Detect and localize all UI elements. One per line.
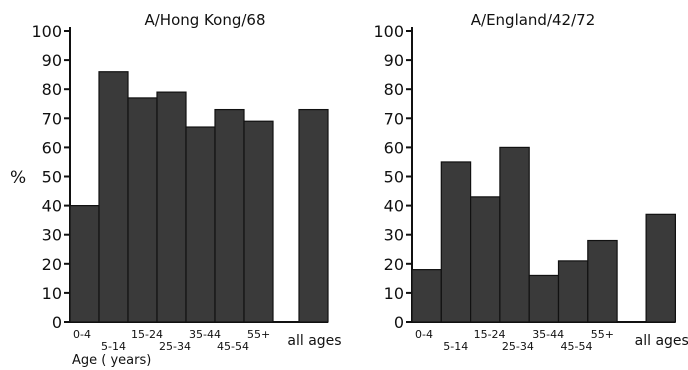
- x-tick-label: all ages: [635, 333, 688, 349]
- x-tick-label: 15-24: [131, 328, 163, 341]
- y-tick-label: 30: [42, 226, 62, 245]
- bar-all-ages: [298, 108, 329, 323]
- y-tick-label: 60: [42, 138, 62, 157]
- bar-25-34: [499, 146, 530, 323]
- y-tick-label: 10: [384, 284, 404, 303]
- bar-0-4: [69, 205, 100, 323]
- bar-35-44: [185, 126, 216, 323]
- x-tick-label: 15-24: [474, 328, 506, 341]
- x-tick-label: 35-44: [532, 328, 564, 341]
- bar-55-: [587, 239, 618, 323]
- y-tick-label: 90: [384, 51, 404, 70]
- y-tick-label: 60: [384, 138, 404, 157]
- bar-25-34: [156, 91, 187, 323]
- x-tick-label: 55+: [247, 328, 270, 341]
- y-tick-label: 100: [373, 22, 404, 41]
- x-axis-caption: Age ( years): [72, 353, 151, 368]
- x-tick-label: 45-54: [561, 340, 593, 353]
- chart-panel-england: A/England/42/72 0 10 20 30 40 50 60 70 80 90 100 0-…: [373, 11, 688, 353]
- x-tick-label: all ages: [287, 333, 341, 349]
- x-tick-label: 25-34: [159, 340, 191, 353]
- chart-title: A/England/42/72: [471, 11, 596, 29]
- x-tick-label: 0-4: [415, 328, 433, 341]
- y-tick-label: 20: [384, 255, 404, 274]
- y-tick-label: 40: [42, 197, 62, 216]
- y-tick-label: 30: [384, 226, 404, 245]
- x-tick-label: 5-14: [443, 340, 468, 353]
- y-axis-symbol: %: [10, 168, 26, 188]
- x-tick-label: 35-44: [189, 328, 221, 341]
- y-tick-label: 100: [31, 22, 62, 41]
- bar-35-44: [528, 274, 560, 323]
- bar-15-24: [470, 196, 501, 323]
- x-tick-label: 45-54: [217, 340, 249, 353]
- y-tick-label: 80: [42, 80, 62, 99]
- y-tick-label: 20: [42, 255, 62, 274]
- y-tick-label: 70: [42, 109, 62, 128]
- x-tick-label: 25-34: [502, 340, 534, 353]
- bar-45-54: [214, 108, 245, 323]
- y-tick-label: 0: [52, 313, 62, 332]
- y-tick-label: 0: [394, 313, 404, 332]
- chart-title: A/Hong Kong/68: [144, 11, 265, 29]
- bar-5-14: [98, 71, 129, 323]
- y-tick-label: 40: [384, 197, 404, 216]
- y-tick-label: 50: [384, 168, 404, 187]
- x-tick-label: 55+: [591, 328, 614, 341]
- y-tick-label: 90: [42, 51, 62, 70]
- bar-0-4: [411, 269, 442, 323]
- y-tick-label: 10: [42, 284, 62, 303]
- y-tick-label: 50: [42, 168, 62, 187]
- bar-5-14: [440, 161, 472, 323]
- x-tick-label: 0-4: [73, 328, 91, 341]
- y-tick-label: 70: [384, 109, 404, 128]
- bar-15-24: [127, 97, 158, 323]
- chart-panel-hong-kong: A/Hong Kong/68 0 10 20 30 40 50 60 70 80 90 100 0-4…: [31, 11, 341, 353]
- x-tick-label: 5-14: [101, 340, 126, 353]
- y-tick-label: 80: [384, 80, 404, 99]
- bar-45-54: [557, 260, 589, 323]
- bar-all-ages: [645, 213, 676, 323]
- bar-55-: [243, 120, 274, 323]
